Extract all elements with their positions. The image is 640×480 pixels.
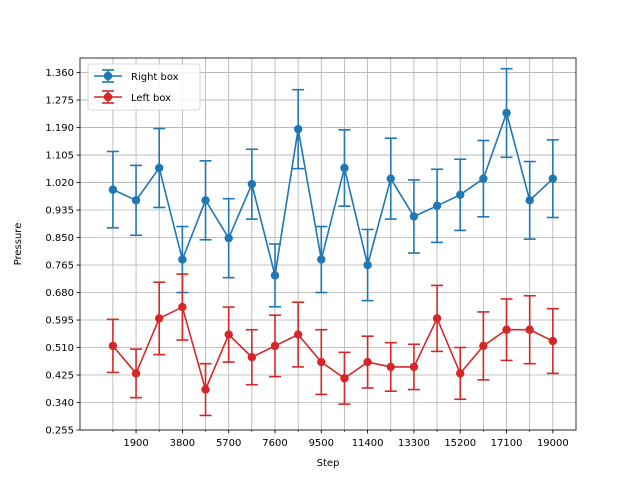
data-point — [293, 124, 303, 134]
data-point — [409, 212, 419, 221]
x-tick-label: 5700 — [216, 438, 241, 449]
x-tick-label: 19000 — [537, 438, 569, 449]
data-point — [502, 108, 511, 118]
data-point — [293, 330, 303, 339]
y-axis: 0.255 0.340 0.425 0.510 0.595 0.680 0.765 0.850… — [45, 68, 80, 437]
y-tick-label: 0.765 — [45, 261, 74, 272]
data-point — [155, 314, 164, 323]
x-tick-label: 7600 — [262, 438, 287, 449]
data-point — [178, 255, 187, 264]
y-axis-label: Pressure — [13, 223, 24, 266]
x-tick-label: 17100 — [491, 438, 523, 449]
x-tick-label: 15200 — [444, 438, 476, 449]
data-point — [548, 174, 558, 183]
y-tick-label: 1.105 — [45, 151, 74, 162]
y-tick-label: 1.190 — [45, 123, 74, 134]
y-tick-label: 0.425 — [45, 371, 74, 382]
data-point — [432, 314, 442, 323]
data-point — [201, 385, 210, 394]
data-point — [247, 179, 257, 189]
data-point — [201, 196, 210, 205]
legend-marker — [103, 71, 113, 81]
y-tick-label: 1.020 — [45, 178, 74, 189]
legend-marker — [103, 92, 113, 102]
y-tick-label: 0.255 — [45, 426, 74, 437]
y-tick-label: 0.510 — [45, 343, 74, 354]
y-tick-label: 0.850 — [45, 233, 74, 244]
data-point — [456, 369, 465, 378]
data-point — [270, 271, 280, 280]
data-point — [340, 374, 349, 383]
series-layer — [106, 67, 559, 417]
x-axis-label: Step — [317, 458, 340, 469]
data-point — [525, 196, 534, 205]
data-point — [340, 163, 349, 173]
data-point — [502, 325, 511, 334]
data-point — [131, 196, 141, 205]
y-tick-label: 0.680 — [45, 288, 74, 299]
x-tick-label: 3800 — [170, 438, 195, 449]
data-point — [363, 357, 372, 367]
data-point — [363, 260, 372, 270]
data-point — [479, 174, 488, 183]
x-tick-label: 13300 — [398, 438, 430, 449]
legend-label: Right box — [131, 72, 179, 83]
series-left-box — [106, 273, 559, 417]
y-tick-label: 0.340 — [45, 398, 74, 409]
data-point — [108, 185, 118, 194]
data-point — [456, 190, 465, 200]
y-tick-label: 0.595 — [45, 316, 74, 327]
y-tick-label: 0.935 — [45, 206, 74, 217]
data-point — [386, 174, 395, 183]
data-point — [224, 233, 233, 243]
plot-area — [80, 58, 576, 430]
data-point — [108, 341, 118, 351]
data-point — [317, 357, 326, 367]
data-point — [270, 341, 280, 351]
data-point — [247, 353, 257, 362]
x-axis: 1900 3800 5700 7600 9500 11400 13300 15200 17100… — [112, 430, 569, 449]
x-tick-label: 9500 — [309, 438, 334, 449]
data-point — [224, 330, 233, 339]
legend-label: Left box — [131, 93, 171, 104]
legend: Right box Left box — [87, 63, 201, 111]
y-tick-label: 1.275 — [45, 96, 74, 107]
x-tick-label: 11400 — [352, 438, 384, 449]
data-point — [386, 362, 395, 372]
data-point — [525, 325, 534, 334]
series-line — [112, 305, 554, 392]
data-point — [432, 201, 442, 211]
data-point — [479, 341, 488, 351]
y-tick-label: 1.360 — [45, 68, 74, 79]
data-point — [178, 302, 187, 312]
data-point — [317, 255, 326, 264]
plot-frame — [79, 57, 577, 431]
data-point — [131, 369, 141, 378]
x-tick-label: 1900 — [123, 438, 148, 449]
data-point — [409, 362, 419, 372]
data-point — [155, 163, 164, 173]
series-line — [112, 110, 554, 276]
data-point — [548, 336, 558, 346]
